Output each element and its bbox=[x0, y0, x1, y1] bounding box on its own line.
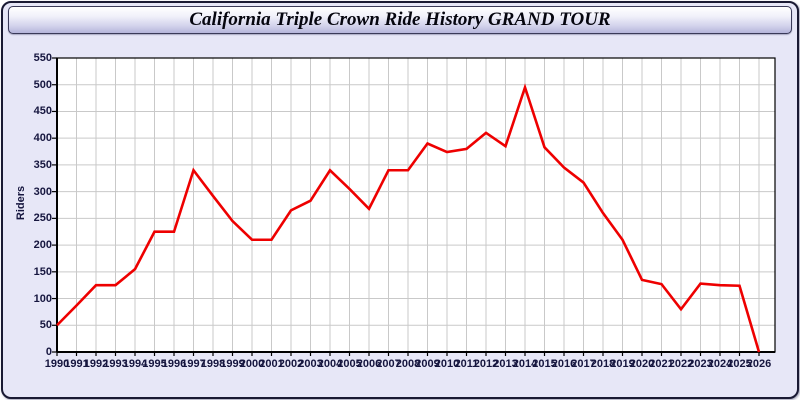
x-tick-label: 2011 bbox=[454, 358, 479, 370]
x-tick-label: 1990 bbox=[44, 358, 70, 370]
title-bar: California Triple Crown Ride History GRA… bbox=[8, 6, 792, 34]
x-tick-label: 1994 bbox=[122, 358, 148, 370]
x-tick-label: 2023 bbox=[688, 358, 713, 370]
y-tick-label: 300 bbox=[33, 185, 52, 198]
x-tick-label: 2012 bbox=[473, 358, 499, 370]
y-tick-label: 150 bbox=[33, 265, 52, 278]
x-tick-label: 2009 bbox=[415, 358, 440, 370]
y-tick-label: 450 bbox=[33, 105, 52, 118]
x-tick-label: 2017 bbox=[571, 358, 596, 370]
x-tick-label: 2006 bbox=[356, 358, 382, 370]
y-tick-label: 400 bbox=[33, 132, 52, 145]
x-tick-label: 1999 bbox=[220, 358, 245, 370]
x-tick-label: 2016 bbox=[551, 358, 577, 370]
x-tick-label: 2000 bbox=[239, 358, 265, 370]
x-tick-label: 1993 bbox=[103, 358, 128, 370]
x-tick-label: 1997 bbox=[181, 358, 206, 370]
x-tick-label: 1991 bbox=[64, 358, 89, 370]
x-tick-label: 2008 bbox=[395, 358, 421, 370]
x-tick-label: 1998 bbox=[200, 358, 226, 370]
chart-title: California Triple Crown Ride History GRA… bbox=[189, 9, 611, 30]
x-tick-label: 2024 bbox=[707, 358, 733, 370]
x-tick-label: 2007 bbox=[376, 358, 401, 370]
x-tick-label: 1996 bbox=[161, 358, 187, 370]
riders-series-line bbox=[56, 83, 761, 353]
x-tick-label: 2021 bbox=[649, 358, 674, 370]
x-tick-label: 2019 bbox=[610, 358, 635, 370]
x-tick-label: 2025 bbox=[727, 358, 752, 370]
y-tick-label: 250 bbox=[33, 212, 52, 225]
y-tick-label: 200 bbox=[33, 239, 52, 252]
x-tick-label: 2002 bbox=[278, 358, 304, 370]
y-tick-label: 500 bbox=[33, 78, 52, 91]
x-tick-label: 2014 bbox=[512, 358, 538, 370]
x-tick-label: 2015 bbox=[532, 358, 557, 370]
x-tick-label: 2005 bbox=[337, 358, 362, 370]
line-chart bbox=[52, 57, 776, 356]
x-tick-label: 2018 bbox=[590, 358, 616, 370]
y-tick-label: 350 bbox=[33, 158, 52, 171]
x-tick-label: 2004 bbox=[317, 358, 343, 370]
y-tick-label: 0 bbox=[45, 346, 52, 358]
x-tick-label: 1992 bbox=[83, 358, 109, 370]
x-tick-label: 2026 bbox=[746, 358, 772, 370]
x-tick-label: 2022 bbox=[668, 358, 694, 370]
chart-region: Riders 0 50 100 150 200 250 300 350 400 450 500 550… bbox=[3, 3, 797, 397]
x-tick-label: 1995 bbox=[142, 358, 167, 370]
x-tick-label: 2010 bbox=[434, 358, 460, 370]
x-tick-label: 2013 bbox=[493, 358, 518, 370]
x-tick-label: 2020 bbox=[629, 358, 655, 370]
y-tick-label: 50 bbox=[39, 319, 52, 332]
y-tick-label: 100 bbox=[33, 292, 52, 305]
y-tick-label: 550 bbox=[33, 52, 52, 64]
x-tick-label: 2003 bbox=[298, 358, 323, 370]
x-tick-label: 2001 bbox=[259, 358, 284, 370]
